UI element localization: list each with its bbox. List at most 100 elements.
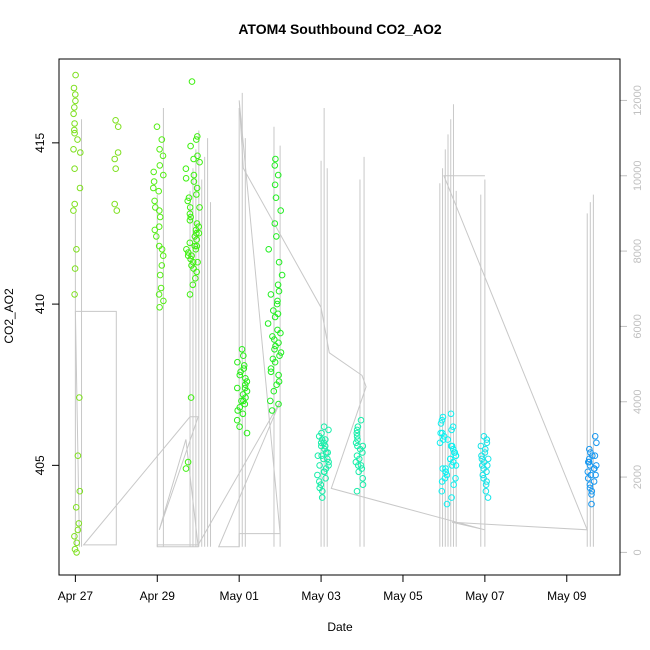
data-point: [357, 462, 365, 469]
data-point: [187, 142, 194, 150]
data-point: [271, 181, 279, 189]
data-point: [444, 436, 452, 443]
data-point: [111, 200, 118, 208]
data-point: [192, 275, 199, 282]
data-point: [447, 410, 455, 418]
data-point: [152, 204, 159, 211]
data-point: [357, 416, 365, 424]
data-point: [320, 439, 328, 447]
data-point: [275, 400, 282, 408]
data-point: [70, 207, 77, 214]
data-point: [194, 258, 201, 266]
data-point: [267, 365, 275, 372]
data-point: [193, 136, 200, 143]
data-point: [239, 410, 247, 418]
data-point: [182, 175, 190, 182]
data-point: [359, 442, 367, 450]
data-point: [269, 355, 277, 363]
data-point: [274, 297, 281, 305]
y2-tick-label: 0: [632, 549, 644, 555]
data-point: [236, 423, 243, 431]
data-point: [483, 439, 491, 447]
data-point: [321, 442, 329, 450]
data-point: [75, 520, 83, 527]
data-point: [482, 487, 490, 495]
data-point: [193, 191, 200, 198]
data-point: [272, 194, 280, 201]
data-point: [272, 342, 279, 350]
data-point: [186, 217, 194, 224]
data-point: [71, 533, 78, 540]
data-point: [587, 449, 594, 456]
data-point: [271, 346, 278, 353]
data-point: [277, 349, 285, 356]
data-point: [591, 465, 598, 472]
data-point: [355, 468, 363, 476]
data-point: [156, 213, 164, 221]
data-point: [480, 465, 488, 472]
data-point: [76, 394, 83, 401]
data-point: [314, 452, 322, 460]
data-point: [182, 165, 190, 172]
data-point: [77, 149, 84, 156]
data-point: [156, 207, 163, 214]
data-point: [71, 545, 79, 553]
data-point: [158, 136, 166, 143]
data-point: [150, 184, 157, 192]
data-point: [439, 413, 447, 421]
data-point: [591, 433, 599, 440]
data-point: [271, 162, 279, 169]
data-point: [264, 320, 272, 327]
data-point: [593, 462, 600, 469]
data-point: [448, 462, 456, 469]
data-point: [71, 120, 78, 127]
x-tick-label: May 09: [547, 589, 587, 603]
secondary-trace: [74, 92, 594, 548]
data-point: [187, 213, 194, 221]
data-point: [277, 207, 285, 214]
y2-tick-label: 12000: [632, 85, 644, 116]
data-point: [482, 481, 490, 489]
data-point: [242, 381, 249, 389]
data-point: [71, 104, 78, 111]
data-point: [114, 149, 122, 156]
data-point: [275, 287, 283, 295]
data-point: [452, 452, 460, 460]
data-point: [267, 397, 274, 405]
data-point: [160, 171, 167, 179]
data-point: [273, 300, 281, 308]
data-point: [73, 539, 80, 547]
data-point: [278, 271, 286, 279]
data-point: [184, 458, 192, 466]
y2-tick-label: 4000: [632, 390, 644, 414]
data-point: [267, 291, 275, 298]
data-point: [72, 71, 79, 79]
data-point: [271, 336, 278, 343]
secondary-connector-path: [74, 100, 588, 548]
data-point: [478, 455, 486, 463]
data-point: [325, 458, 332, 466]
data-point: [588, 500, 595, 508]
y2-tick-label: 10000: [632, 160, 644, 191]
data-point: [271, 313, 279, 321]
data-point: [315, 433, 323, 440]
data-point: [234, 358, 241, 366]
data-point: [324, 455, 331, 463]
data-point: [71, 165, 78, 172]
x-tick-label: May 01: [219, 589, 259, 603]
data-point: [112, 117, 119, 124]
y-tick-label: 415: [33, 133, 47, 153]
data-point: [271, 220, 279, 227]
data-point: [192, 246, 200, 253]
data-point: [478, 452, 485, 460]
data-point: [325, 426, 332, 434]
data-point: [193, 242, 201, 250]
data-point: [150, 168, 157, 176]
data-point: [234, 384, 241, 392]
data-point: [322, 436, 329, 443]
data-point: [151, 226, 159, 234]
data-point: [183, 246, 190, 253]
data-point: [352, 439, 360, 447]
data-point: [443, 500, 451, 508]
data-point: [242, 375, 249, 382]
